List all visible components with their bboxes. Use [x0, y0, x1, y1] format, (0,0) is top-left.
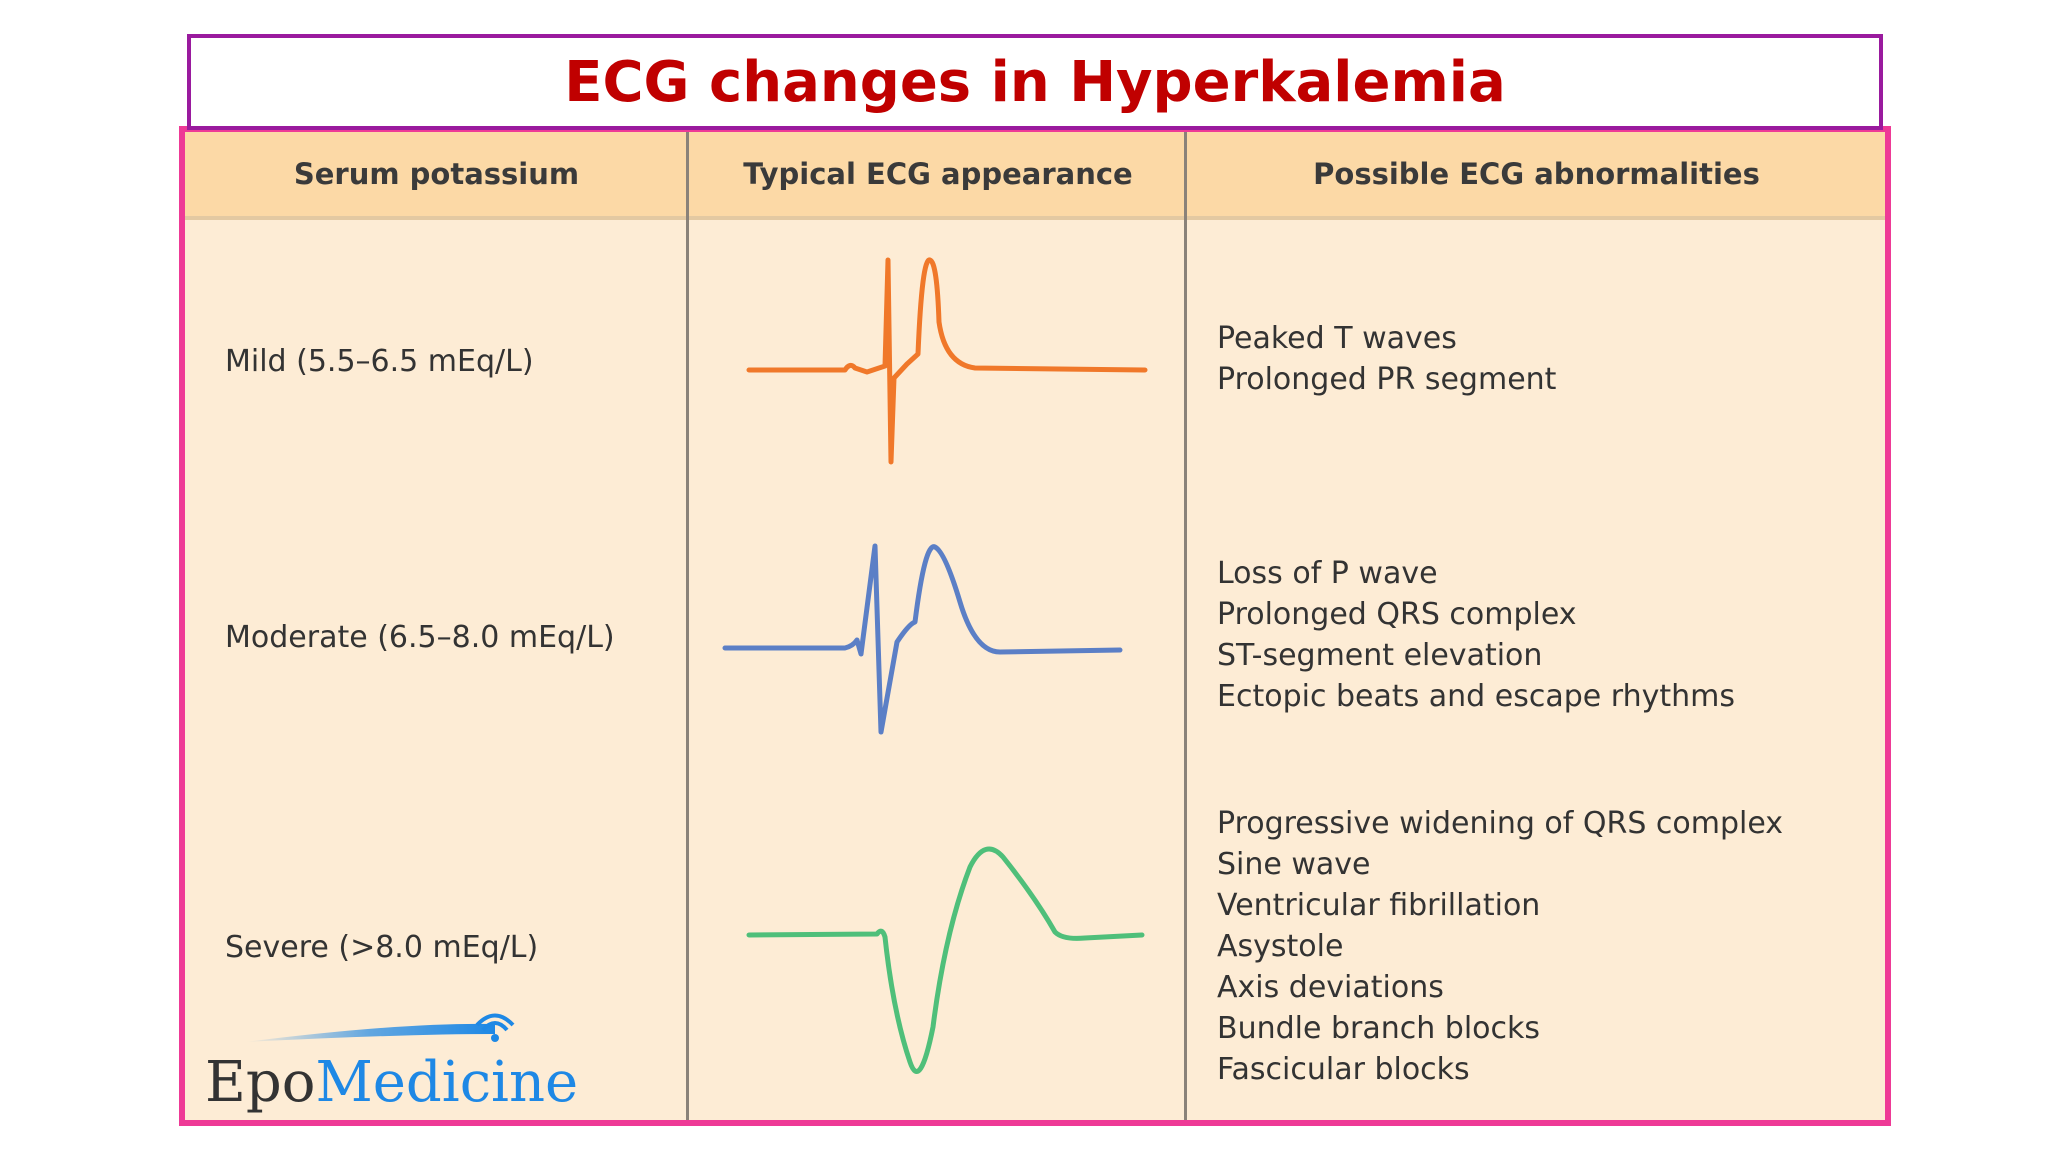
column-divider: [1184, 132, 1187, 1120]
list-item: Progressive widening of QRS complex: [1217, 806, 1784, 841]
ecg-table: Serum potassium Typical ECG appearance P…: [179, 126, 1891, 1126]
ecg-traces: [722, 257, 1148, 1074]
row-label-severe: Severe (>8.0 mEq/L): [225, 930, 539, 965]
list-item: Bundle branch blocks: [1217, 1011, 1541, 1046]
list-item: Peaked T waves: [1217, 321, 1457, 356]
list-item: Loss of P wave: [1217, 556, 1438, 591]
row-label-mild: Mild (5.5–6.5 mEq/L): [225, 344, 534, 379]
list-item: Sine wave: [1217, 847, 1371, 882]
logo-text: EpoMedicine: [205, 1050, 578, 1115]
table-header-row: Serum potassium Typical ECG appearance P…: [185, 132, 1885, 220]
list-item: Prolonged QRS complex: [1217, 597, 1577, 632]
list-item: Asystole: [1217, 929, 1344, 964]
page-title: ECG changes in Hyperkalemia: [564, 49, 1506, 115]
header-serum-potassium: Serum potassium: [293, 157, 580, 191]
list-item: Prolonged PR segment: [1217, 362, 1557, 397]
column-divider: [686, 132, 689, 1120]
epomedicine-logo: EpoMedicine: [205, 1012, 585, 1122]
logo-swoosh-icon: [245, 1013, 515, 1042]
list-item: Axis deviations: [1217, 970, 1444, 1005]
list-item: Ectopic beats and escape rhythms: [1217, 679, 1735, 714]
list-item: ST-segment elevation: [1217, 638, 1543, 673]
row-label-moderate: Moderate (6.5–8.0 mEq/L): [225, 620, 615, 655]
abnormalities-severe: Progressive widening of QRS complex Sine…: [1217, 803, 1783, 1090]
list-item: Ventricular fibrillation: [1217, 888, 1541, 923]
abnormalities-moderate: Loss of P wave Prolonged QRS complex ST-…: [1217, 553, 1735, 717]
header-typical-ecg: Typical ECG appearance: [743, 157, 1133, 191]
ecg-trace-mild: [746, 257, 1148, 465]
ecg-trace-moderate: [722, 543, 1123, 735]
ecg-trace-severe: [746, 846, 1145, 1074]
logo-medicine: Medicine: [315, 1050, 579, 1115]
list-item: Fascicular blocks: [1217, 1052, 1470, 1087]
title-box: ECG changes in Hyperkalemia: [187, 34, 1883, 130]
logo-epo: Epo: [205, 1050, 316, 1115]
abnormalities-mild: Peaked T waves Prolonged PR segment: [1217, 318, 1556, 400]
header-possible-abnormalities: Possible ECG abnormalities: [1313, 157, 1760, 191]
